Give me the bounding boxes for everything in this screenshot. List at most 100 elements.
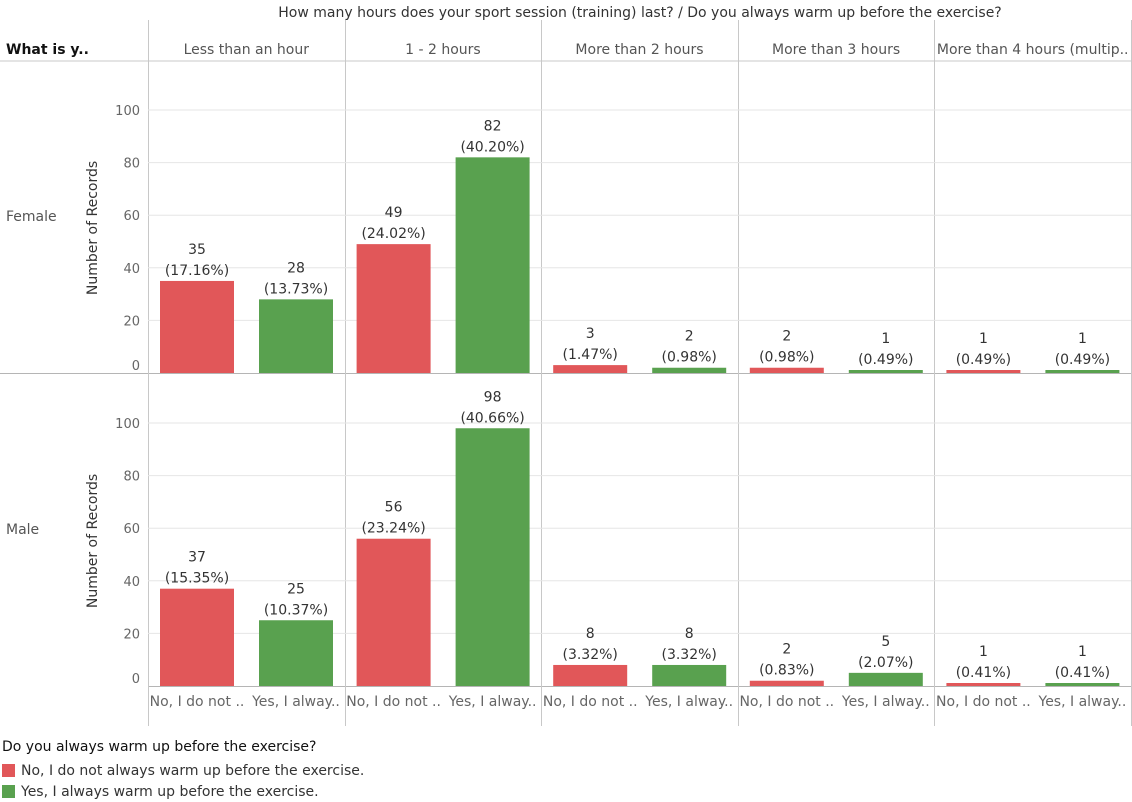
x-tick-label: Yes, I alway.. <box>644 694 733 710</box>
bar <box>652 664 727 686</box>
bar <box>356 538 431 686</box>
x-tick-label: Yes, I alway.. <box>1038 694 1127 710</box>
bar-value-label: 3 <box>586 326 595 342</box>
row-header: What is y.. <box>6 42 89 58</box>
bar <box>160 588 234 686</box>
y-tick-label: 40 <box>123 575 140 590</box>
y-axis-title: Number of Records <box>85 161 101 295</box>
x-tick-label: No, I do not .. <box>936 694 1031 710</box>
bar-value-label: 2 <box>782 329 791 345</box>
x-tick-label: No, I do not .. <box>346 694 441 710</box>
bar-value-label: 5 <box>881 634 890 650</box>
bar-percent-label: (40.66%) <box>460 410 524 426</box>
x-tick-label: Yes, I alway.. <box>448 694 537 710</box>
legend-item-yes[interactable]: Yes, I always warm up before the exercis… <box>2 781 364 802</box>
legend-label-no: No, I do not always warm up before the e… <box>21 762 365 779</box>
bar-percent-label: (0.41%) <box>956 665 1011 681</box>
y-tick-label: 100 <box>115 104 140 119</box>
bar-value-label: 1 <box>979 331 988 347</box>
bar <box>1045 683 1120 686</box>
y-tick-label: 40 <box>123 262 140 277</box>
bar-percent-label: (1.47%) <box>562 347 617 363</box>
bar-percent-label: (15.35%) <box>165 571 229 587</box>
bar-value-label: 8 <box>685 626 694 642</box>
legend: Do you always warm up before the exercis… <box>2 737 364 802</box>
y-tick-label: 60 <box>123 522 140 537</box>
y-tick-label: 60 <box>123 209 140 224</box>
bar <box>749 367 824 373</box>
bar-value-label: 8 <box>586 626 595 642</box>
bar-percent-label: (40.20%) <box>460 139 524 155</box>
y-tick-label: 20 <box>123 314 140 329</box>
bar <box>160 280 234 373</box>
bar-percent-label: (10.37%) <box>264 602 328 618</box>
row-label: Female <box>6 209 57 225</box>
bar-value-label: 25 <box>287 581 305 597</box>
bar <box>553 664 628 686</box>
y-tick-label: 0 <box>132 359 140 374</box>
bar-percent-label: (0.49%) <box>956 352 1011 368</box>
bar <box>356 244 431 373</box>
y-axis-title: Number of Records <box>85 474 101 608</box>
legend-swatch-no <box>2 764 15 777</box>
column-header: Less than an hour <box>184 42 310 58</box>
bar-percent-label: (2.07%) <box>858 655 913 671</box>
column-header: 1 - 2 hours <box>405 42 481 58</box>
bar <box>946 370 1021 373</box>
column-header: More than 4 hours (multip.. <box>937 42 1129 58</box>
y-tick-label: 20 <box>123 627 140 642</box>
y-tick-label: 80 <box>123 470 140 485</box>
bar-percent-label: (0.83%) <box>759 663 814 679</box>
bar-percent-label: (0.98%) <box>759 350 814 366</box>
bar <box>848 370 923 373</box>
x-tick-label: No, I do not .. <box>739 694 834 710</box>
bar-value-label: 2 <box>782 642 791 658</box>
bar-value-label: 1 <box>1078 644 1087 660</box>
bar-value-label: 1 <box>1078 331 1087 347</box>
y-tick-label: 80 <box>123 157 140 172</box>
bar-value-label: 35 <box>188 242 206 258</box>
bar <box>848 672 923 686</box>
bar-percent-label: (0.49%) <box>858 352 913 368</box>
row-label: Male <box>6 522 39 538</box>
bar <box>946 683 1021 686</box>
bar-percent-label: (13.73%) <box>264 281 328 297</box>
x-tick-label: No, I do not .. <box>150 694 245 710</box>
bar <box>1045 370 1120 373</box>
bar-percent-label: (0.41%) <box>1055 665 1110 681</box>
legend-item-no[interactable]: No, I do not always warm up before the e… <box>2 760 364 781</box>
x-tick-label: No, I do not .. <box>543 694 638 710</box>
legend-title: Do you always warm up before the exercis… <box>2 739 317 755</box>
bar-value-label: 56 <box>385 500 403 516</box>
bar-percent-label: (23.24%) <box>361 521 425 537</box>
y-tick-label: 0 <box>132 672 140 687</box>
column-header: More than 3 hours <box>772 42 900 58</box>
bar-percent-label: (0.98%) <box>661 350 716 366</box>
x-tick-label: Yes, I alway.. <box>841 694 930 710</box>
bar <box>259 620 333 686</box>
bar <box>455 428 530 686</box>
bar-value-label: 82 <box>484 118 502 134</box>
bar-percent-label: (3.32%) <box>562 647 617 663</box>
column-header: More than 2 hours <box>575 42 703 58</box>
legend-swatch-yes <box>2 785 15 798</box>
chart-title: How many hours does your sport session (… <box>278 5 1001 21</box>
bar-value-label: 1 <box>881 331 890 347</box>
bar-percent-label: (17.16%) <box>165 263 229 279</box>
bar-percent-label: (24.02%) <box>361 226 425 242</box>
bar-percent-label: (0.49%) <box>1055 352 1110 368</box>
bar-percent-label: (3.32%) <box>661 647 716 663</box>
bar-value-label: 98 <box>484 389 502 405</box>
bar <box>455 157 530 373</box>
bar-value-label: 37 <box>188 550 206 566</box>
bar-value-label: 28 <box>287 260 305 276</box>
bar <box>553 365 628 373</box>
bar <box>652 367 727 373</box>
bar-value-label: 2 <box>685 329 694 345</box>
bar-value-label: 49 <box>385 205 403 221</box>
bar <box>749 680 824 686</box>
bar <box>259 299 333 373</box>
x-tick-label: Yes, I alway.. <box>251 694 340 710</box>
y-tick-label: 100 <box>115 417 140 432</box>
